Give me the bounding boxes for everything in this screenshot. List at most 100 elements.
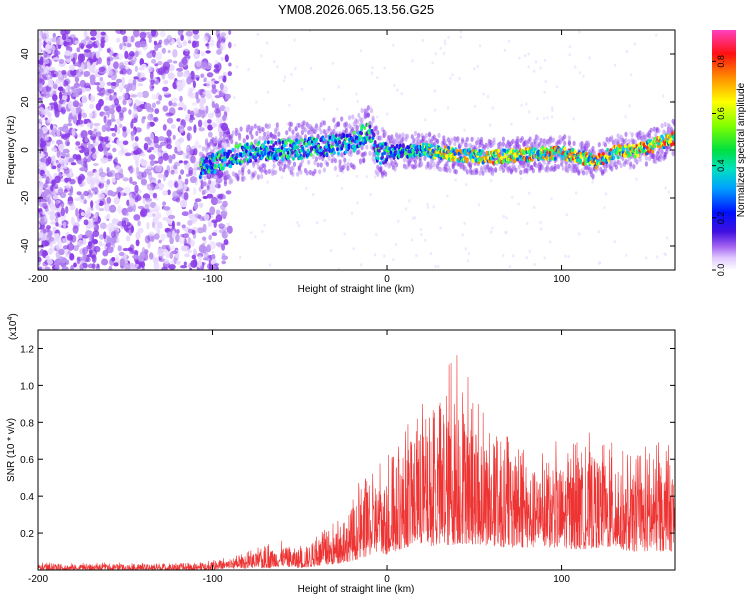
spectrogram-noise-cell [193,107,199,114]
spectrogram-noise-cell [39,56,44,66]
spectrogram-noise-cell [115,165,121,172]
spectrogram-noise-cell [106,196,112,204]
spectrogram-noise-cell [336,107,339,111]
spectrogram-noise-cell [508,265,512,269]
spectrogram-halo-cell [465,169,469,175]
spectrogram-halo-cell [208,179,212,185]
spectrogram-halo-cell [654,158,658,165]
spectrogram-ridge-cell [366,122,370,127]
spectrogram-noise-cell [465,183,468,187]
spectrogram-noise-cell [67,122,73,127]
spectrogram-noise-cell [187,132,191,142]
spectrogram-noise-cell [117,95,123,101]
spectrogram-ridge-cell [314,145,317,150]
spectrogram-halo-cell [236,148,240,154]
spectrogram-noise-cell [176,67,184,72]
spectrogram-noise-cell [555,85,558,89]
spectrogram-halo-cell [253,123,257,129]
spectrogram-ridge-cell [651,149,655,154]
spectrogram-ridge-cell [580,154,583,159]
spectrogram-ridge-cell [257,140,261,145]
spectrogram-noise-cell [82,238,87,245]
spectrogram-noise-cell [479,44,482,48]
spectrogram-noise-cell [568,45,572,49]
spectrogram-noise-cell [393,83,396,88]
spectrogram-noise-cell [38,90,41,99]
spectrogram-noise-cell [162,124,167,131]
spectrogram-noise-cell [55,222,59,227]
spectrogram-noise-cell [123,186,131,195]
spectrogram-noise-cell [83,147,90,157]
spectrogram-noise-cell [52,32,56,39]
spectrogram-noise-cell [202,236,207,241]
spectrogram-halo-cell [450,137,454,143]
spectrogram-noise-cell [207,119,212,124]
spectrogram-halo-cell [621,155,625,162]
spectrogram-noise-cell [263,223,266,227]
spectrogram-noise-cell [163,258,170,265]
spectrogram-noise-cell [73,266,82,270]
spectrogram-noise-cell [408,199,411,203]
spectrogram-halo-cell [363,151,367,157]
spectrogram-halo-cell [362,158,366,164]
spectrogram-halo-cell [647,133,652,139]
spectrogram-noise-cell [370,71,374,75]
spectrogram-halo-cell [242,175,246,181]
spectrogram-halo-cell [658,157,663,163]
spectrogram-noise-cell [53,185,59,190]
spectrogram-halo-cell [376,171,380,177]
spectrogram-halo-cell [625,159,630,165]
spectrogram-halo-cell [299,162,303,168]
spectrogram-noise-cell [100,41,105,49]
spectrogram-noise-cell [473,67,476,71]
spectrogram-noise-cell [625,253,628,257]
spectrogram-ridge-cell [375,144,379,149]
spectrogram-noise-cell [667,190,671,194]
spectrogram-ridge-cell [209,161,213,166]
spectrogram-noise-cell [199,264,204,270]
spectrogram-noise-cell [187,219,193,226]
spectrogram-noise-cell [94,200,100,204]
spectrogram-noise-cell [72,153,78,160]
spectrogram-noise-cell [220,204,226,211]
spectrogram-noise-cell [127,247,133,252]
spectrogram-noise-cell [58,71,63,78]
spectrogram-noise-cell [213,64,220,69]
spectrogram-ridge-cell [221,166,225,171]
spectrogram-noise-cell [467,252,470,256]
spectrogram-noise-cell [305,186,308,191]
spectrogram-noise-cell [122,45,127,51]
spectrogram-ridge-cell [427,150,430,155]
spectrogram-noise-cell [92,176,100,184]
spectrogram-noise-cell [44,37,53,44]
spectrogram-noise-cell [214,109,221,114]
spectrogram-noise-cell [54,217,59,223]
spectrogram-noise-cell [120,147,125,154]
spectrogram-ridge-cell [219,163,223,168]
spectrogram-noise-cell [183,183,188,191]
spectrogram-ridge-cell [388,146,392,151]
spectrogram-noise-cell [613,240,616,244]
spectrogram-halo-cell [212,145,216,151]
spectrogram-ridge-cell [463,156,467,160]
spectrogram-noise-cell [549,240,552,244]
spectrogram-noise-cell [434,52,437,56]
spectrogram-noise-cell [47,111,52,118]
spectrogram-noise-cell [415,254,418,258]
spectrogram-noise-cell [83,199,87,205]
spectrogram-halo-cell [206,185,210,191]
spectrogram-noise-cell [157,152,162,157]
spectrogram-noise-cell [221,243,226,251]
spectrogram-noise-cell [124,60,129,66]
spectrogram-noise-cell [58,248,65,256]
spectrogram-noise-cell [40,216,45,226]
spectrogram-ridge-cell [262,144,266,149]
spectrogram-noise-cell [56,78,60,83]
spectrogram-noise-cell [60,207,66,217]
spectrogram-halo-cell [319,129,323,135]
spectrogram-noise-cell [628,131,631,135]
spectrogram-ridge-cell [249,158,253,163]
spectrogram-halo-cell [351,114,355,120]
spectrogram-noise-cell [356,201,359,205]
spectrogram-ridge-cell [324,148,328,153]
